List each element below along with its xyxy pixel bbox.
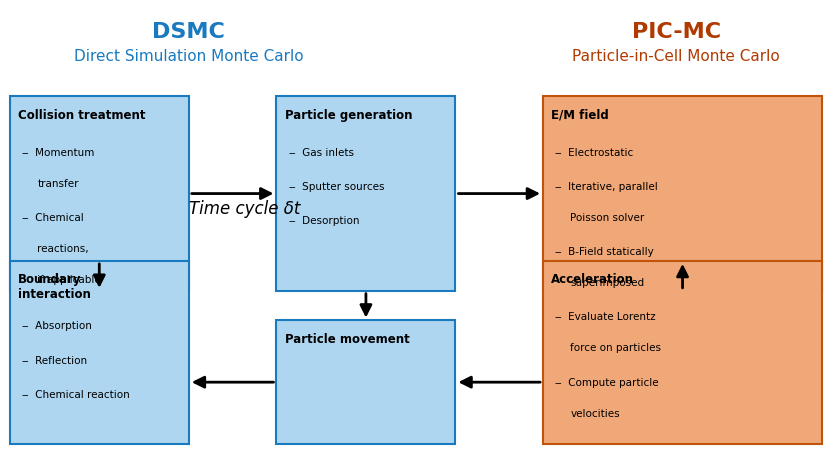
Text: ‒  Evaluate Lorentz: ‒ Evaluate Lorentz — [555, 312, 656, 322]
Text: E/M field: E/M field — [551, 109, 609, 122]
Text: ‒  Reflection: ‒ Reflection — [23, 355, 87, 365]
FancyBboxPatch shape — [543, 262, 822, 444]
Text: ‒  Chemical reaction: ‒ Chemical reaction — [23, 389, 130, 399]
Text: PIC-MC: PIC-MC — [632, 22, 721, 42]
Text: velocities: velocities — [570, 408, 620, 418]
Text: Direct Simulation Monte Carlo: Direct Simulation Monte Carlo — [74, 49, 303, 64]
Text: Particle generation: Particle generation — [285, 109, 412, 122]
Text: Boundary
interaction: Boundary interaction — [18, 273, 91, 301]
Text: Particle movement: Particle movement — [285, 332, 410, 345]
Text: Particle-in-Cell Monte Carlo: Particle-in-Cell Monte Carlo — [573, 49, 780, 64]
Text: transfer: transfer — [38, 179, 79, 188]
Text: ‒  Compute particle: ‒ Compute particle — [555, 377, 659, 387]
Text: ‒  Absorption: ‒ Absorption — [23, 321, 92, 331]
FancyBboxPatch shape — [543, 97, 822, 291]
FancyBboxPatch shape — [10, 262, 189, 444]
FancyBboxPatch shape — [277, 321, 456, 444]
Text: DSMC: DSMC — [152, 22, 225, 42]
Text: if applicable: if applicable — [38, 274, 101, 285]
Text: Acceleration: Acceleration — [551, 273, 635, 286]
Text: ‒  Sputter sources: ‒ Sputter sources — [289, 182, 385, 191]
FancyBboxPatch shape — [277, 97, 456, 291]
Text: Time cycle δt: Time cycle δt — [189, 200, 300, 218]
Text: ‒  Iterative, parallel: ‒ Iterative, parallel — [555, 182, 658, 191]
FancyBboxPatch shape — [10, 97, 189, 291]
Text: ‒  Momentum: ‒ Momentum — [23, 147, 94, 157]
Text: ‒  B-Field statically: ‒ B-Field statically — [555, 247, 655, 257]
Text: ‒  Electrostatic: ‒ Electrostatic — [555, 147, 634, 157]
Text: Poisson solver: Poisson solver — [570, 213, 645, 223]
Text: superimposed: superimposed — [570, 278, 645, 288]
Text: ‒  Desorption: ‒ Desorption — [289, 216, 359, 226]
Text: force on particles: force on particles — [570, 343, 661, 353]
Text: reactions,: reactions, — [38, 244, 89, 254]
Text: ‒  Chemical: ‒ Chemical — [23, 213, 84, 223]
Text: Collision treatment: Collision treatment — [18, 109, 145, 122]
Text: ‒  Gas inlets: ‒ Gas inlets — [289, 147, 354, 157]
